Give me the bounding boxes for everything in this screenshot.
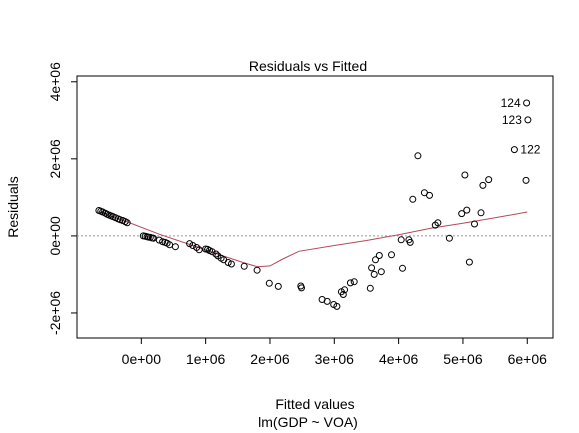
point-labels: 124 123 122	[501, 96, 541, 157]
point-label: 123	[502, 113, 522, 127]
data-point	[524, 116, 532, 124]
chart-title: Residuals vs Fitted	[249, 58, 367, 74]
x-tick-label: 1e+06	[186, 351, 226, 367]
data-point	[434, 219, 442, 227]
x-tick-label: 0e+00	[122, 351, 162, 367]
x-tick-label: 5e+06	[443, 351, 483, 367]
data-point	[123, 219, 131, 227]
data-point	[414, 152, 422, 160]
data-point	[461, 171, 469, 179]
data-point	[298, 284, 305, 292]
data-point	[409, 195, 417, 203]
data-point	[339, 291, 347, 298]
data-point	[375, 252, 383, 259]
y-axis: -2e+06 0e+00 2e+06 4e+06	[47, 62, 78, 335]
data-point	[366, 284, 374, 292]
data-point	[397, 236, 405, 244]
data-point	[208, 248, 216, 256]
plot-frame	[76, 75, 554, 339]
x-tick-label: 3e+06	[315, 351, 355, 367]
data-point	[458, 210, 466, 218]
data-point	[350, 278, 358, 286]
data-point	[463, 206, 471, 214]
data-point	[171, 243, 179, 251]
data-point	[479, 181, 487, 189]
data-point	[465, 258, 473, 266]
data-point	[377, 268, 385, 276]
x-tick-label: 2e+06	[250, 351, 290, 367]
data-point	[341, 286, 349, 294]
data-point	[406, 238, 414, 246]
y-tick-label: 0e+00	[47, 216, 63, 256]
data-point	[445, 234, 453, 242]
data-point	[426, 191, 433, 199]
x-axis: 0e+00 1e+06 2e+06 3e+06 4e+06 5e+06 6e+06	[122, 337, 548, 367]
x-tick-label: 4e+06	[379, 351, 419, 367]
data-point	[333, 302, 341, 310]
data-point	[399, 264, 406, 272]
data-point	[346, 279, 354, 287]
y-tick-label: -2e+06	[47, 291, 63, 335]
data-point	[510, 146, 518, 154]
data-point	[323, 297, 331, 305]
point-label: 124	[501, 96, 521, 110]
data-point	[370, 270, 378, 278]
data-points	[95, 99, 532, 310]
data-point	[274, 282, 282, 290]
x-axis-sublabel: lm(GDP ~ VOA)	[258, 414, 358, 430]
data-point	[485, 176, 493, 184]
point-label: 122	[520, 143, 540, 157]
data-point	[224, 259, 232, 266]
data-point	[471, 220, 478, 228]
data-point	[523, 99, 531, 107]
y-tick-label: 2e+06	[47, 139, 63, 179]
x-axis-label: Fitted values	[275, 396, 354, 412]
data-point	[372, 256, 379, 264]
data-point	[388, 251, 395, 259]
data-point	[253, 266, 261, 274]
x-tick-label: 6e+06	[508, 351, 548, 367]
data-point	[155, 236, 163, 244]
y-tick-label: 4e+06	[47, 62, 63, 102]
data-point	[368, 264, 376, 272]
data-point	[240, 262, 248, 270]
data-point	[522, 176, 530, 184]
data-point	[227, 260, 235, 268]
data-point	[189, 242, 197, 249]
data-point	[265, 279, 273, 287]
y-axis-label: Residuals	[5, 176, 21, 237]
data-point	[477, 209, 485, 217]
data-point	[212, 250, 220, 258]
smoother-line	[98, 211, 528, 268]
